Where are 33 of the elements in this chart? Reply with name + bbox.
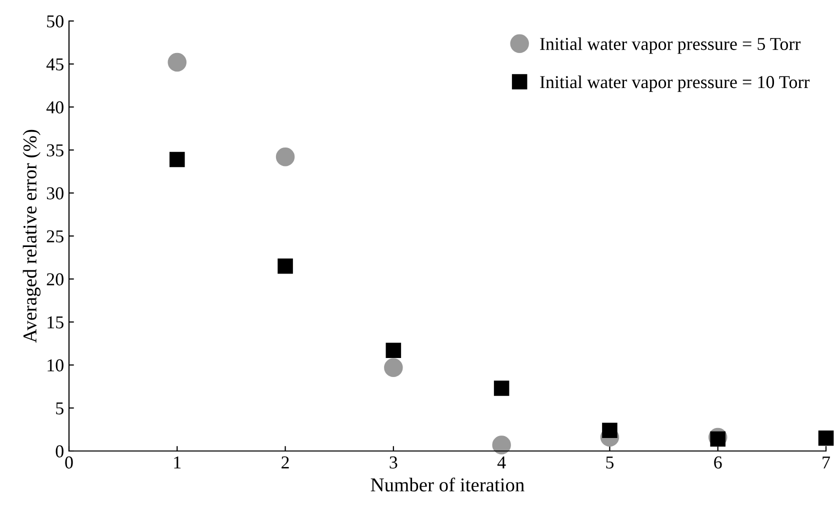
x-tick-label: 3 <box>390 456 398 469</box>
point <box>492 436 511 454</box>
x-tick-label: 7 <box>822 456 830 468</box>
y-tick-label: 45 <box>46 58 64 70</box>
x-tick-label: 6 <box>714 456 722 469</box>
x-tick-label: 2 <box>282 456 289 468</box>
x-tick-label: 4 <box>497 456 506 468</box>
y-tick-label: 0 <box>56 445 64 458</box>
point <box>276 148 295 166</box>
y-tick-label: 35 <box>46 144 64 156</box>
x-tick-label: 1 <box>174 456 181 468</box>
y-tick-label: 40 <box>46 101 64 114</box>
y-tick-label: 10 <box>48 359 64 372</box>
legend-label: Initial water vapor pressure = 5 Torr <box>540 37 801 54</box>
x-tick-label: 5 <box>606 456 614 469</box>
y-axis-title: Averaged relative error (%) <box>22 130 41 343</box>
y-tick-label: 25 <box>46 230 64 242</box>
point <box>170 152 185 168</box>
y-tick-label: 15 <box>48 316 64 328</box>
point <box>602 422 618 438</box>
y-tick-label: 5 <box>56 402 64 414</box>
point <box>278 258 293 274</box>
y-tick-label: 30 <box>46 187 64 200</box>
legend-label: Initial water vapor pressure = 10 Torr <box>540 76 810 92</box>
y-tick-label: 50 <box>47 15 64 28</box>
point <box>386 342 402 358</box>
x-axis-title: Number of iteration <box>370 478 524 492</box>
point <box>384 358 403 377</box>
point <box>494 380 510 396</box>
point <box>168 52 187 72</box>
y-tick-label: 20 <box>46 273 64 286</box>
x-tick-label: 0 <box>65 456 73 469</box>
point <box>818 430 834 446</box>
